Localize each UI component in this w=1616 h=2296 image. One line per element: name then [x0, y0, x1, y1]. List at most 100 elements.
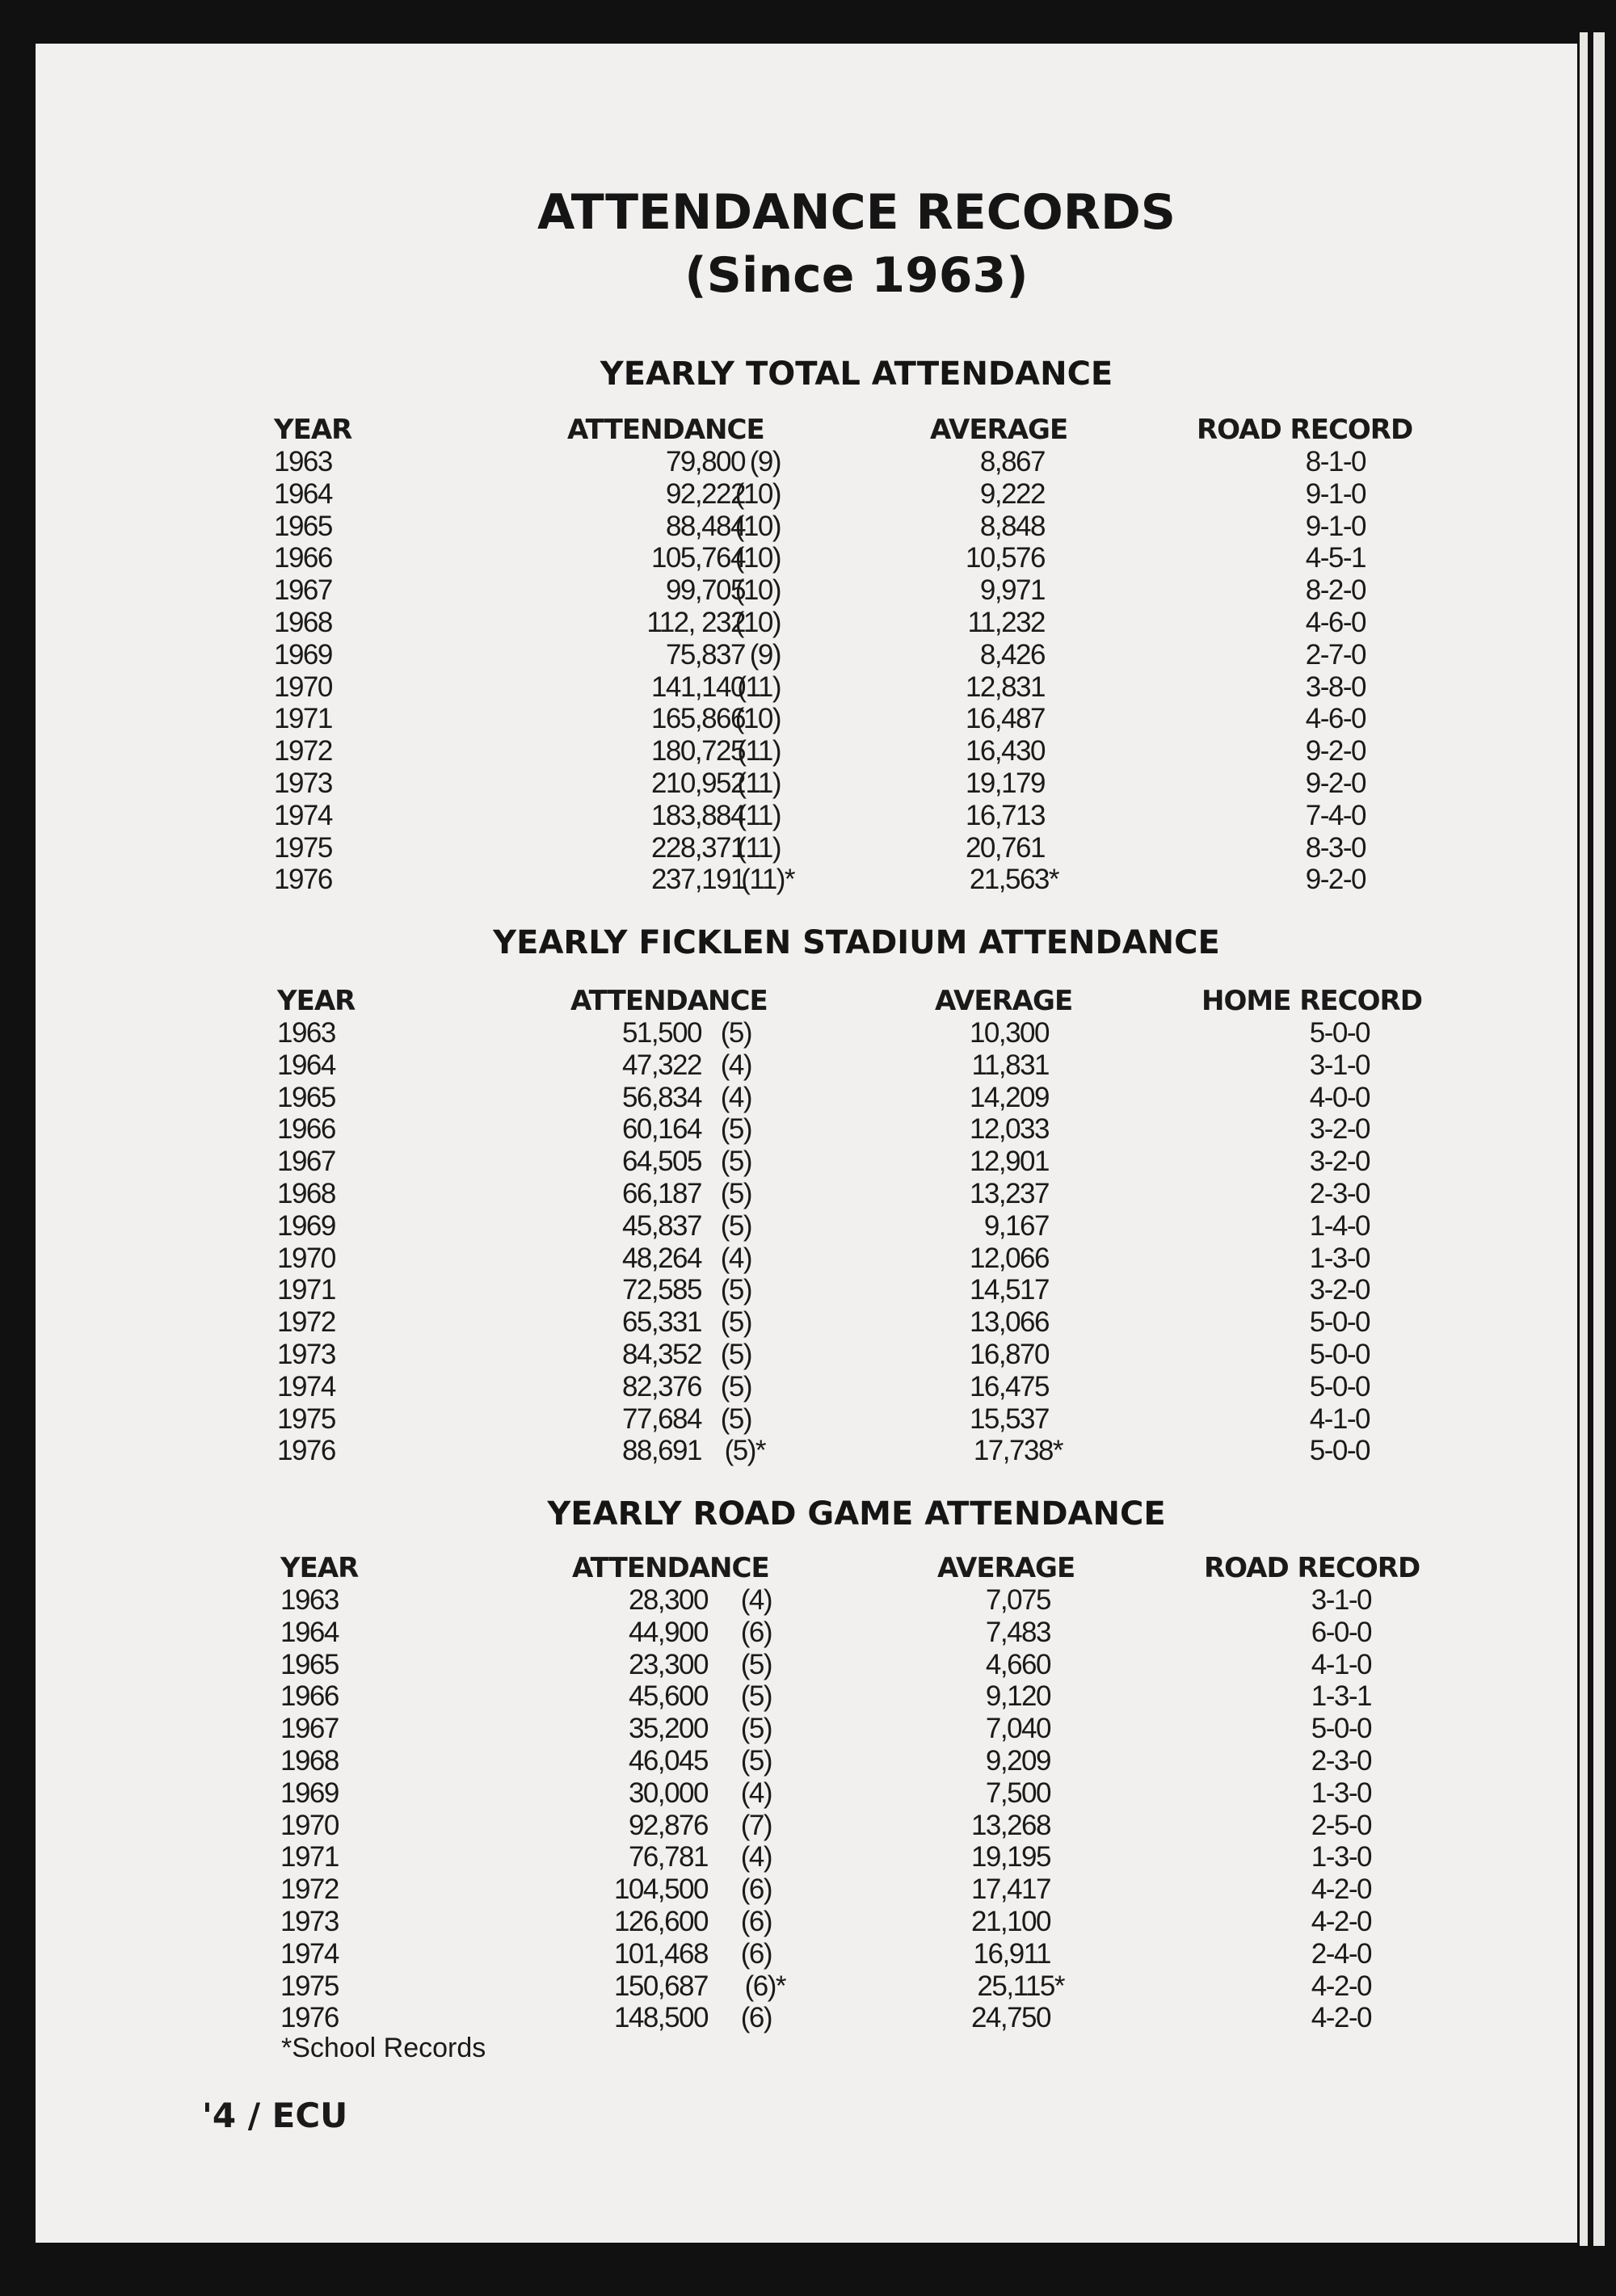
attendance-cell: 237,191 [650, 864, 747, 896]
attendance-cell: 47,322 [621, 1049, 703, 1081]
average-cell: 16,911 [973, 1937, 1052, 1970]
year-cell: 1973 [277, 1339, 336, 1370]
games-cell: (10) [734, 574, 782, 607]
games-cell: (6) [740, 1906, 773, 1937]
games-cell: (10) [734, 542, 782, 574]
footnote: *School Records [281, 2033, 486, 2063]
year-cell: 1967 [274, 574, 333, 607]
average-cell: 19,195 [970, 1841, 1052, 1873]
attendance-cell: 84,352 [621, 1339, 703, 1370]
section-heading: YEARLY TOTAL ATTENDANCE [600, 355, 1113, 393]
attendance-cell: 77,684 [621, 1402, 703, 1435]
year-cell: 1966 [280, 1680, 339, 1713]
year-cell: 1965 [277, 1081, 336, 1113]
average-cell: 25,115* [977, 1970, 1065, 2002]
year-cell: 1965 [280, 1648, 339, 1680]
average-cell: 9,971 [979, 574, 1046, 607]
record-cell: 3-1-0 [1309, 1049, 1371, 1081]
year-cell: 1970 [280, 1809, 339, 1841]
column-header-record: HOME RECORD [1201, 985, 1423, 1017]
record-cell: 5-0-0 [1309, 1017, 1371, 1049]
games-cell: (5) [720, 1402, 753, 1435]
record-cell: 5-0-0 [1309, 1339, 1371, 1370]
year-cell: 1968 [274, 607, 333, 638]
year-cell: 1971 [277, 1274, 336, 1306]
column-header-attendance: ATTENDANCE [567, 414, 765, 446]
average-cell: 14,517 [969, 1274, 1050, 1306]
year-cell: 1966 [274, 542, 333, 574]
record-cell: 1-3-1 [1311, 1680, 1373, 1713]
record-cell: 1-3-0 [1309, 1242, 1371, 1274]
record-cell: 8-2-0 [1305, 574, 1367, 607]
games-cell: (11) [737, 831, 781, 864]
record-cell: 5-0-0 [1309, 1306, 1371, 1339]
record-cell: 9-2-0 [1305, 767, 1367, 799]
column-header-record: ROAD RECORD [1204, 1552, 1420, 1584]
games-cell: (5) [720, 1113, 753, 1146]
attendance-cell: 60,164 [621, 1113, 703, 1146]
games-cell: (5) [740, 1745, 773, 1777]
record-cell: 2-3-0 [1311, 1745, 1373, 1777]
record-cell: 2-4-0 [1311, 1937, 1373, 1970]
games-cell: (5) [720, 1178, 753, 1209]
record-cell: 3-2-0 [1309, 1146, 1371, 1178]
games-cell: (4) [740, 1841, 773, 1873]
average-cell: 13,268 [970, 1809, 1052, 1841]
attendance-cell: 210,952 [650, 767, 747, 799]
average-cell: 11,831 [971, 1049, 1050, 1081]
record-cell: 9-2-0 [1305, 864, 1367, 896]
games-cell: (5) [720, 1306, 753, 1339]
page-subtitle: (Since 1963) [684, 247, 1029, 304]
attendance-cell: 92,222 [665, 477, 747, 510]
column-header-attendance: ATTENDANCE [570, 985, 768, 1017]
attendance-cell: 75,837 [665, 638, 747, 671]
year-cell: 1969 [277, 1209, 336, 1242]
year-cell: 1971 [274, 703, 333, 735]
games-cell: (5) [740, 1713, 773, 1745]
average-cell: 19,179 [965, 767, 1046, 799]
average-cell: 9,209 [985, 1745, 1052, 1777]
average-cell: 11,232 [967, 607, 1046, 638]
games-cell: (11) [737, 735, 781, 767]
games-cell: (10) [734, 703, 782, 735]
year-cell: 1976 [277, 1435, 336, 1467]
record-cell: 4-1-0 [1311, 1648, 1373, 1680]
games-cell: (5) [720, 1370, 753, 1402]
year-cell: 1969 [280, 1777, 339, 1809]
year-cell: 1968 [277, 1178, 336, 1209]
column-header-attendance: ATTENDANCE [572, 1552, 770, 1584]
year-cell: 1971 [280, 1841, 339, 1873]
average-cell: 12,033 [969, 1113, 1050, 1146]
attendance-cell: 148,500 [613, 2002, 709, 2034]
attendance-cell: 35,200 [628, 1713, 709, 1745]
record-cell: 4-1-0 [1309, 1402, 1371, 1435]
attendance-cell: 126,600 [613, 1906, 709, 1937]
games-cell: (4) [720, 1049, 753, 1081]
year-cell: 1972 [280, 1873, 339, 1906]
games-cell: (5) [720, 1274, 753, 1306]
average-cell: 10,576 [965, 542, 1046, 574]
average-cell: 21,100 [970, 1906, 1052, 1937]
year-cell: 1969 [274, 638, 333, 671]
attendance-cell: 180,725 [650, 735, 747, 767]
average-cell: 14,209 [969, 1081, 1050, 1113]
record-cell: 4-0-0 [1309, 1081, 1371, 1113]
attendance-cell: 88,484 [665, 510, 747, 542]
average-cell: 24,750 [970, 2002, 1052, 2034]
attendance-cell: 72,585 [621, 1274, 703, 1306]
average-cell: 16,475 [969, 1370, 1050, 1402]
record-cell: 3-1-0 [1311, 1584, 1373, 1616]
attendance-cell: 79,800 [665, 446, 747, 477]
record-cell: 5-0-0 [1311, 1713, 1373, 1745]
year-cell: 1968 [280, 1745, 339, 1777]
year-cell: 1963 [274, 446, 333, 477]
average-cell: 4,660 [985, 1648, 1052, 1680]
record-cell: 5-0-0 [1309, 1435, 1371, 1467]
games-cell: (7) [740, 1809, 773, 1841]
record-cell: 4-6-0 [1305, 703, 1367, 735]
games-cell: (9) [749, 446, 782, 477]
attendance-cell: 99,705 [665, 574, 747, 607]
page-edge [1580, 32, 1588, 2246]
year-cell: 1976 [280, 2002, 339, 2034]
attendance-cell: 51,500 [621, 1017, 703, 1049]
